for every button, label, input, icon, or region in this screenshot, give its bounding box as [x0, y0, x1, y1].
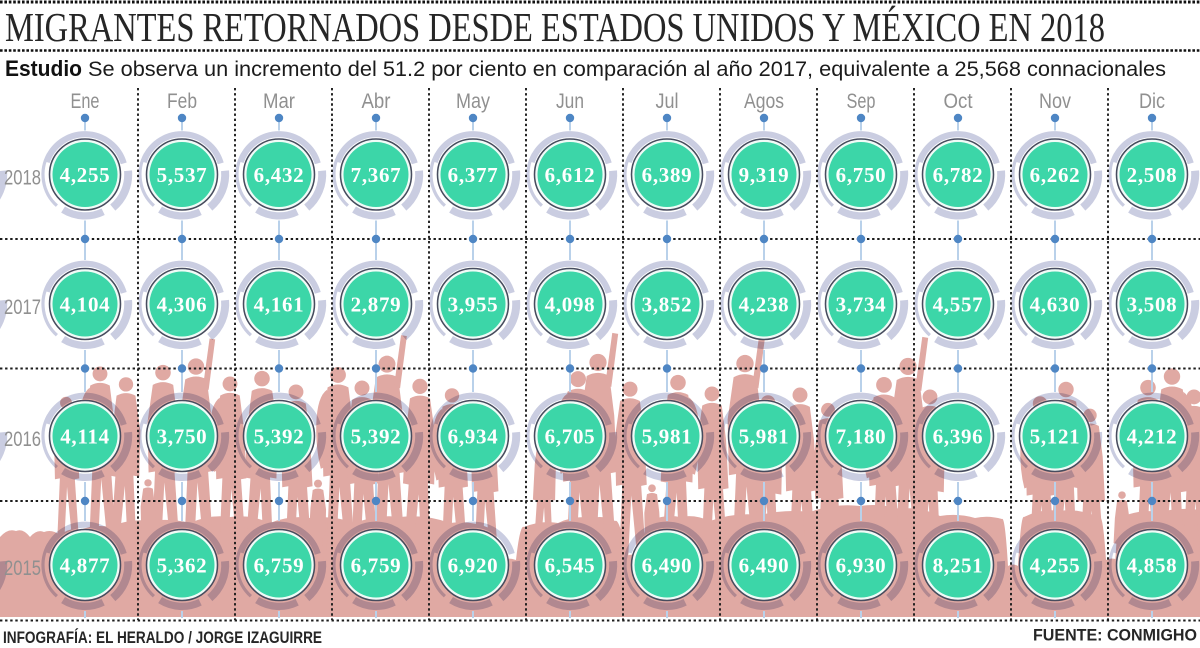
svg-text:6,759: 6,759 [351, 554, 402, 578]
svg-text:2016: 2016 [4, 428, 41, 451]
svg-text:5,392: 5,392 [351, 425, 402, 449]
svg-text:Feb: Feb [167, 90, 197, 113]
svg-text:3,955: 3,955 [448, 293, 499, 317]
svg-text:6,612: 6,612 [545, 163, 596, 187]
svg-text:FUENTE: CONMIGHO: FUENTE: CONMIGHO [1033, 626, 1197, 645]
svg-text:Oct: Oct [944, 90, 973, 113]
svg-text:4,255: 4,255 [60, 163, 111, 187]
svg-text:3,852: 3,852 [642, 293, 693, 317]
svg-text:4,858: 4,858 [1127, 554, 1178, 578]
svg-text:Ene: Ene [71, 90, 100, 113]
svg-text:6,377: 6,377 [448, 163, 499, 187]
svg-text:5,981: 5,981 [739, 425, 790, 449]
svg-text:6,920: 6,920 [448, 554, 499, 578]
svg-text:Sep: Sep [847, 90, 876, 113]
svg-text:4,104: 4,104 [60, 293, 111, 317]
svg-text:6,490: 6,490 [739, 554, 790, 578]
svg-text:Agos: Agos [744, 90, 784, 113]
svg-text:4,098: 4,098 [545, 293, 596, 317]
svg-text:5,537: 5,537 [157, 163, 208, 187]
svg-text:2,508: 2,508 [1127, 163, 1178, 187]
svg-text:3,734: 3,734 [836, 293, 887, 317]
svg-text:7,367: 7,367 [351, 163, 402, 187]
svg-text:6,262: 6,262 [1030, 163, 1081, 187]
svg-text:Dic: Dic [1139, 90, 1165, 113]
svg-text:5,121: 5,121 [1030, 425, 1081, 449]
svg-text:6,490: 6,490 [642, 554, 693, 578]
svg-text:5,392: 5,392 [254, 425, 305, 449]
svg-text:4,877: 4,877 [60, 554, 111, 578]
svg-text:Estudio: Estudio [5, 56, 82, 81]
svg-text:4,306: 4,306 [157, 293, 208, 317]
svg-text:5,981: 5,981 [642, 425, 693, 449]
svg-text:6,545: 6,545 [545, 554, 596, 578]
svg-text:6,396: 6,396 [933, 425, 984, 449]
svg-text:5,362: 5,362 [157, 554, 208, 578]
svg-text:4,238: 4,238 [739, 293, 790, 317]
svg-text:Se observa un incremento del 5: Se observa un incremento del 51.2 por ci… [88, 57, 1166, 81]
svg-text:MIGRANTES RETORNADOS DESDE EST: MIGRANTES RETORNADOS DESDE ESTADOS UNIDO… [5, 4, 1105, 50]
svg-text:Nov: Nov [1039, 90, 1071, 113]
svg-text:4,212: 4,212 [1127, 425, 1178, 449]
svg-text:6,930: 6,930 [836, 554, 887, 578]
svg-text:6,934: 6,934 [448, 425, 499, 449]
svg-text:4,630: 4,630 [1030, 293, 1081, 317]
svg-text:6,750: 6,750 [836, 163, 887, 187]
svg-text:3,750: 3,750 [157, 425, 208, 449]
svg-text:4,557: 4,557 [933, 293, 984, 317]
svg-text:Abr: Abr [362, 90, 391, 113]
svg-text:8,251: 8,251 [933, 554, 984, 578]
svg-text:2018: 2018 [4, 167, 41, 190]
svg-text:2,879: 2,879 [351, 293, 402, 317]
svg-text:Jul: Jul [656, 90, 679, 113]
svg-text:May: May [456, 90, 490, 113]
svg-text:6,759: 6,759 [254, 554, 305, 578]
svg-text:Mar: Mar [263, 90, 295, 113]
svg-text:3,508: 3,508 [1127, 293, 1178, 317]
svg-text:4,255: 4,255 [1030, 554, 1081, 578]
svg-text:6,432: 6,432 [254, 163, 305, 187]
svg-text:6,389: 6,389 [642, 163, 693, 187]
svg-text:2015: 2015 [4, 557, 41, 580]
svg-text:4,161: 4,161 [254, 293, 305, 317]
svg-text:7,180: 7,180 [836, 425, 887, 449]
svg-text:2017: 2017 [4, 296, 41, 319]
svg-text:9,319: 9,319 [739, 163, 790, 187]
svg-text:INFOGRAFÍA: EL HERALDO / JORGE: INFOGRAFÍA: EL HERALDO / JORGE IZAGUIRRE [3, 628, 322, 647]
svg-text:6,705: 6,705 [545, 425, 596, 449]
svg-text:Jun: Jun [556, 90, 584, 113]
svg-text:4,114: 4,114 [60, 425, 110, 449]
svg-text:6,782: 6,782 [933, 163, 984, 187]
